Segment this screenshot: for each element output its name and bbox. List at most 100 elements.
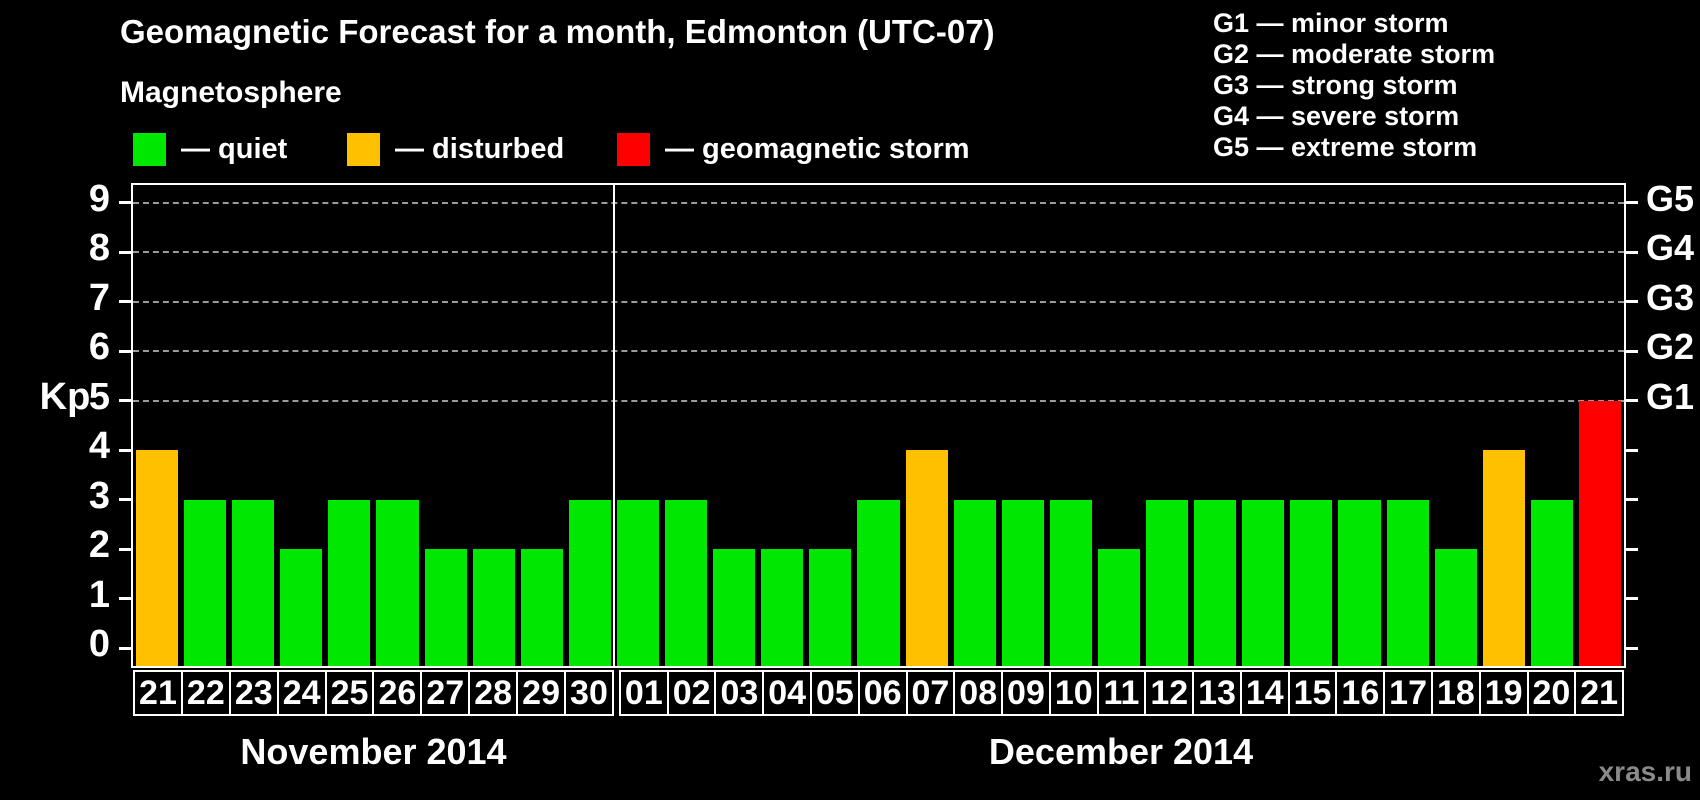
kp-tick-label-4: 4	[88, 425, 110, 467]
day-label-row-december: 01 02 03 04 05 06 07 08 09 10 11 12 13 14 15 16 17 18 19 20…	[618, 670, 1625, 716]
kp-bar-dec-15	[1290, 499, 1333, 666]
kp-bar-dec-12	[1146, 499, 1189, 666]
day-label-dec-16: 16	[1335, 670, 1386, 716]
plot-frame	[131, 183, 1626, 668]
gridline-g3	[133, 300, 1624, 303]
day-label-nov-28: 28	[468, 670, 519, 716]
legend-label: — disturbed	[395, 132, 565, 165]
legend-item-storm: — geomagnetic storm	[617, 132, 970, 166]
storm-scale-item-g4: G4 — severe storm	[1213, 101, 1460, 131]
day-label-dec-04: 04	[762, 670, 813, 716]
day-label-nov-27: 27	[420, 670, 471, 716]
kp-bar-nov-25	[328, 499, 371, 666]
kp-tick-right-0	[1626, 646, 1638, 650]
kp-bar-dec-11	[1097, 549, 1141, 666]
day-label-nov-22: 22	[180, 670, 231, 716]
month-label-december: December 2014	[988, 731, 1254, 772]
day-label-dec-06: 06	[857, 670, 908, 716]
kp-bar-nov-26	[376, 499, 419, 666]
kp-tick-label-1: 1	[88, 573, 110, 616]
kp-tick-left-5	[119, 399, 131, 402]
day-label-dec-03: 03	[714, 670, 765, 716]
day-label-nov-29: 29	[516, 670, 567, 716]
kp-tick-right-1	[1626, 597, 1638, 600]
kp-bar-dec-18	[1434, 549, 1477, 666]
kp-bar-dec-04	[761, 549, 804, 666]
kp-bar-nov-22	[184, 499, 227, 666]
day-label-nov-23: 23	[228, 670, 279, 716]
g-scale-label-g1: G1	[1646, 375, 1695, 417]
legend-item-quiet: — quiet	[133, 132, 287, 166]
kp-tick-right-6	[1626, 349, 1638, 353]
kp-axis-title: Kp	[39, 375, 91, 418]
magnetosphere-label: Magnetosphere	[120, 76, 342, 109]
day-label-dec-01: 01	[618, 670, 669, 716]
kp-tick-left-7	[119, 300, 131, 303]
kp-bar-dec-06	[857, 499, 900, 666]
day-label-dec-18: 18	[1430, 670, 1481, 716]
day-label-dec-05: 05	[810, 670, 860, 716]
month-label-november: November 2014	[240, 731, 507, 772]
disturbed-color-swatch	[347, 132, 380, 166]
day-label-dec-15: 15	[1287, 670, 1338, 716]
storm-scale-item-g3: G3 — strong storm	[1213, 70, 1458, 100]
kp-tick-label-5: 5	[88, 375, 110, 418]
legend-label: — quiet	[181, 132, 288, 165]
kp-tick-right-7	[1626, 300, 1638, 303]
kp-tick-right-5	[1626, 399, 1638, 402]
kp-bar-dec-21	[1578, 400, 1621, 666]
page-title: Geomagnetic Forecast for a month, Edmont…	[120, 13, 995, 50]
kp-bar-nov-21	[136, 450, 179, 666]
kp-tick-right-2	[1626, 547, 1638, 551]
g-scale-label-g3: G3	[1646, 276, 1695, 318]
kp-tick-label-2: 2	[88, 524, 110, 566]
day-label-dec-08: 08	[953, 670, 1004, 716]
kp-bar-nov-27	[424, 549, 467, 666]
day-label-nov-24: 24	[276, 670, 327, 716]
gridline-g4	[133, 251, 1624, 253]
day-label-nov-21: 21	[133, 670, 183, 716]
kp-tick-label-8: 8	[88, 227, 110, 269]
kp-tick-right-4	[1626, 448, 1638, 452]
kp-tick-label-7: 7	[88, 276, 110, 319]
kp-bar-dec-10	[1049, 499, 1092, 666]
day-label-dec-13: 13	[1192, 670, 1242, 716]
kp-tick-right-3	[1626, 498, 1638, 501]
day-label-dec-02: 02	[666, 670, 717, 716]
g-scale-label-g5: G5	[1646, 177, 1695, 219]
kp-bar-dec-01	[616, 499, 660, 666]
kp-tick-left-2	[119, 547, 131, 551]
kp-bar-dec-16	[1338, 499, 1381, 666]
kp-bar-nov-29	[520, 549, 563, 666]
day-label-row-november: 21 22 23 24 25 26 27 28 29 30	[133, 670, 614, 716]
kp-tick-right-9	[1626, 201, 1638, 204]
legend-item-disturbed: — disturbed	[347, 132, 564, 166]
kp-tick-label-0: 0	[88, 623, 110, 665]
storm-scale-item-g2: G2 — moderate storm	[1213, 39, 1496, 69]
storm-scale-item-g1: G1 — minor storm	[1213, 8, 1449, 38]
kp-bar-dec-13	[1194, 499, 1237, 666]
kp-tick-left-6	[119, 349, 131, 353]
kp-bar-dec-07	[905, 450, 948, 666]
day-label-dec-09: 09	[1001, 670, 1051, 716]
kp-tick-label-6: 6	[88, 326, 110, 368]
day-label-dec-20: 20	[1526, 670, 1577, 716]
day-label-dec-10: 10	[1048, 670, 1099, 716]
storm-scale-legend: G1 — minor storm G2 — moderate storm G3 …	[1213, 8, 1495, 163]
month-divider-line	[612, 185, 615, 666]
storm-scale-item-g5: G5 — extreme storm	[1213, 132, 1478, 162]
kp-bar-dec-02	[665, 499, 708, 666]
kp-tick-label-9: 9	[88, 177, 110, 220]
kp-bar-nov-24	[280, 549, 323, 666]
day-label-nov-25: 25	[324, 670, 375, 716]
day-label-dec-17: 17	[1383, 670, 1433, 716]
day-label-dec-11: 11	[1096, 670, 1147, 716]
kp-bar-dec-20	[1530, 499, 1573, 666]
kp-bar-nov-28	[472, 549, 515, 666]
g-scale-label-g4: G4	[1646, 227, 1695, 268]
day-label-nov-30: 30	[564, 670, 614, 716]
kp-tick-left-3	[119, 498, 131, 501]
day-label-dec-21: 21	[1574, 670, 1625, 716]
